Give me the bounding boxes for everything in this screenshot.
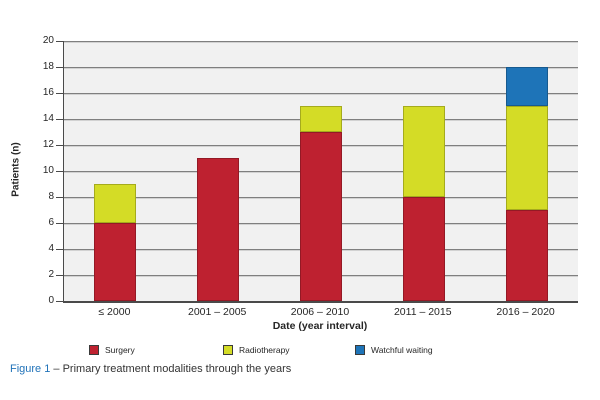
- figure-caption-label: Figure 1: [10, 363, 51, 375]
- y-tick-label: 16: [42, 87, 54, 98]
- legend-label: Surgery: [105, 345, 135, 355]
- bar-segment-surgery: [300, 132, 342, 301]
- bar-segment-radiotherapy: [94, 184, 137, 223]
- bar-segment-radiotherapy: [300, 106, 342, 132]
- legend-swatch-icon: [89, 345, 99, 355]
- gridline: [64, 41, 578, 43]
- legend-label: Radiotherapy: [239, 345, 290, 355]
- y-tick-label: 2: [48, 269, 54, 280]
- y-tick-label: 10: [42, 165, 54, 176]
- y-tick-label: 6: [48, 217, 54, 228]
- bar-segment-radiotherapy: [505, 106, 548, 210]
- bar-segment-surgery: [505, 210, 548, 301]
- bar-segment-surgery: [197, 158, 240, 301]
- gridline: [64, 93, 578, 95]
- x-tick-label: ≤ 2000: [98, 306, 131, 318]
- bar-segment-watchful-waiting: [505, 67, 548, 106]
- bar-segment-surgery: [94, 223, 137, 301]
- y-tick-mark: [56, 119, 63, 120]
- bar-segment-radiotherapy: [402, 106, 445, 197]
- legend-item: Watchful waiting: [355, 344, 433, 356]
- legend-label: Watchful waiting: [371, 345, 433, 355]
- y-tick-mark: [56, 171, 63, 172]
- y-tick-mark: [56, 249, 63, 250]
- y-tick-label: 20: [42, 35, 54, 46]
- x-tick-label: 2011 – 2015: [393, 306, 452, 318]
- figure-caption-text: – Primary treatment modalities through t…: [50, 363, 292, 375]
- y-tick-label: 14: [42, 113, 54, 124]
- legend-swatch-icon: [223, 345, 233, 355]
- plot-area: [63, 41, 578, 303]
- y-tick-mark: [56, 145, 63, 146]
- y-tick-mark: [56, 197, 63, 198]
- legend-item: Radiotherapy: [223, 344, 290, 356]
- y-tick-label: 12: [42, 139, 54, 150]
- legend-item: Surgery: [89, 344, 135, 356]
- y-tick-label: 8: [48, 191, 54, 202]
- y-tick-label: 18: [42, 61, 54, 72]
- bar-segment-surgery: [402, 197, 445, 301]
- x-tick-label: 2016 – 2020: [496, 306, 555, 318]
- gridline: [64, 67, 578, 69]
- x-tick-label: 2006 – 2010: [290, 306, 350, 318]
- legend: Surgery Radiotherapy Watchful waiting: [0, 344, 600, 358]
- legend-swatch-icon: [355, 345, 365, 355]
- y-tick-mark: [56, 301, 63, 302]
- y-tick-mark: [56, 67, 63, 68]
- y-tick-label: 0: [48, 295, 54, 306]
- x-axis-title: Date (year interval): [272, 320, 368, 332]
- x-tick-label: 2001 – 2005: [187, 306, 247, 318]
- y-tick-mark: [56, 223, 63, 224]
- y-tick-mark: [56, 41, 63, 42]
- figure-caption: Figure 1 – Primary treatment modalities …: [10, 363, 291, 375]
- y-tick-mark: [56, 93, 63, 94]
- y-tick-label: 4: [48, 243, 54, 254]
- y-tick-mark: [56, 275, 63, 276]
